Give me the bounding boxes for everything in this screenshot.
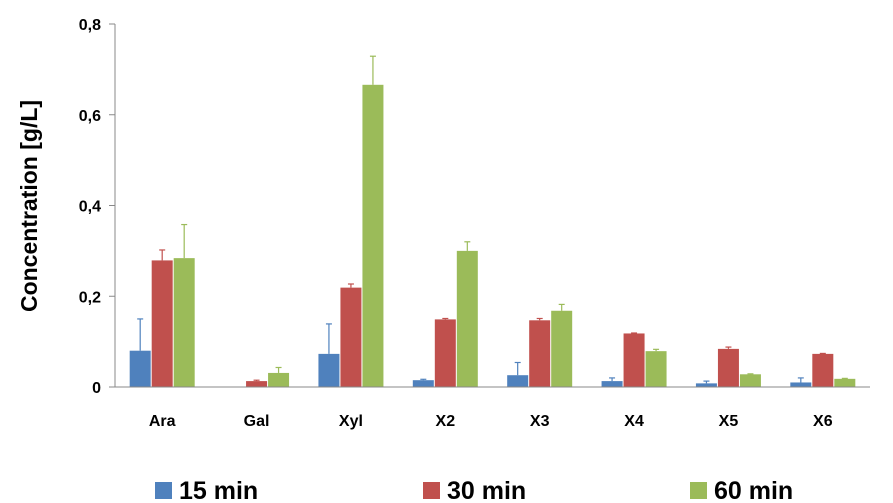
x-tick-label: X2 (436, 413, 456, 430)
legend-item: 60 min (690, 477, 793, 503)
bar (529, 320, 551, 387)
y-axis-title: Concentration [g/L] (16, 100, 42, 312)
bar (645, 351, 667, 387)
y-axis: 0 0,2 0,4 0,6 0,8 (79, 17, 116, 397)
bar (717, 348, 739, 387)
x-tick-label: Gal (244, 413, 270, 430)
bar (362, 84, 384, 388)
y-tick-label: 0 (92, 380, 101, 397)
bar (834, 378, 856, 387)
legend-item: 30 min (423, 477, 526, 503)
bar (268, 372, 290, 387)
bar (623, 333, 645, 387)
bar (601, 381, 623, 387)
y-tick-label: 0,6 (79, 108, 101, 125)
x-tick-label: Xyl (339, 413, 363, 430)
legend-label: 15 min (179, 477, 258, 503)
y-tick-label: 0,4 (79, 199, 101, 216)
x-tick-label: X3 (530, 413, 550, 430)
x-tick-label: X5 (719, 413, 739, 430)
legend-swatch (690, 482, 707, 499)
bar (246, 381, 268, 387)
x-tick-label: X6 (813, 413, 833, 430)
series-60-min (173, 55, 856, 388)
legend-swatch (423, 482, 440, 499)
bar (434, 319, 456, 387)
bar (507, 375, 529, 387)
legend-label: 60 min (714, 477, 793, 503)
bar (551, 310, 573, 387)
y-tick-label: 0,2 (79, 289, 101, 306)
x-axis: Ara Gal Xyl X2 X3 X4 X5 X6 (115, 386, 870, 430)
series-30-min (151, 249, 834, 387)
legend-label: 30 min (447, 477, 526, 503)
y-tick-label: 0,8 (79, 17, 101, 34)
bar (412, 380, 434, 387)
legend-swatch (155, 482, 172, 499)
series-15-min (129, 318, 812, 387)
bar (129, 350, 151, 387)
bar (173, 258, 195, 387)
bar (456, 250, 478, 387)
bar (340, 287, 362, 387)
legend: 15 min 30 min 60 min (155, 477, 793, 503)
legend-item: 15 min (155, 477, 258, 503)
bars (129, 55, 856, 388)
bar (812, 353, 834, 387)
bar (318, 353, 340, 387)
x-tick-label: X4 (624, 413, 644, 430)
bar (151, 260, 173, 387)
bar (790, 382, 812, 387)
bar (695, 383, 717, 387)
bar (739, 374, 761, 387)
x-tick-label: Ara (149, 413, 176, 430)
